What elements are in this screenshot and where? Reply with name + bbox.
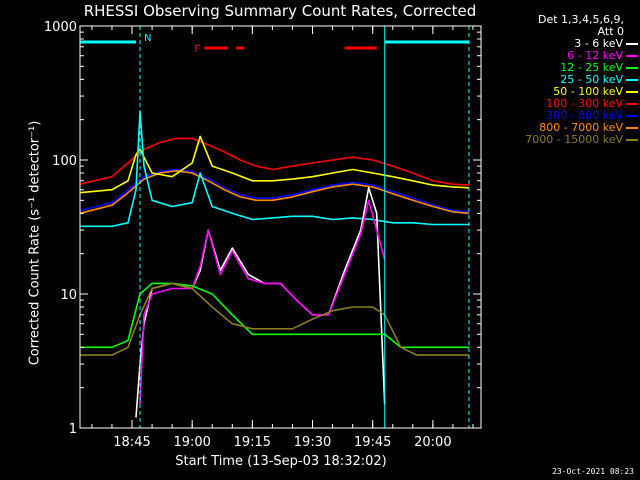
series-line-3	[79, 110, 469, 228]
flag-label-n: N	[144, 33, 151, 44]
legend-label: 300 - 800 keV	[546, 109, 623, 122]
legend-entry: 6 - 12 keV	[482, 50, 638, 62]
y-tick-label: 100	[52, 154, 77, 169]
legend-swatch	[626, 103, 638, 105]
series-line-5	[79, 137, 470, 186]
legend-header-1: Det 1,3,4,5,6,9,	[537, 13, 624, 26]
timestamp-footer: 23-Oct-2021 08:23	[552, 467, 634, 476]
series-line-2	[79, 282, 469, 349]
series-line-1	[139, 199, 386, 405]
legend-swatch	[626, 67, 638, 69]
legend-entry: 3 - 6 keV	[482, 38, 638, 50]
x-tick-label: 20:00	[414, 435, 451, 450]
legend-header-2: Att 0	[597, 25, 624, 38]
series-line-0	[135, 187, 386, 418]
legend-entry: 7000 - 15000 keV	[482, 134, 638, 146]
legend-swatch	[626, 43, 638, 45]
legend-swatch	[626, 55, 638, 57]
legend: Det 1,3,4,5,6,9, Att 0 3 - 6 keV 6 - 12 k…	[482, 14, 638, 146]
legend-label: 7000 - 15000 keV	[525, 133, 623, 146]
x-tick-label: 19:00	[173, 435, 210, 450]
legend-entry: 100 - 300 keV	[482, 98, 638, 110]
y-tick-label: 1000	[44, 20, 77, 35]
legend-entry: 12 - 25 keV	[482, 62, 638, 74]
legend-entry: 300 - 800 keV	[482, 110, 638, 122]
series-line-7	[79, 170, 470, 215]
legend-entry: 25 - 50 keV	[482, 74, 638, 86]
series-line-8	[79, 282, 469, 356]
legend-label: 100 - 300 keV	[546, 97, 623, 110]
y-tick-label: 10	[60, 288, 77, 303]
legend-label: 25 - 50 keV	[560, 73, 623, 86]
legend-entry: 50 - 100 keV	[482, 86, 638, 98]
legend-label: 50 - 100 keV	[553, 85, 623, 98]
chart-title: RHESSI Observing Summary Count Rates, Co…	[83, 2, 477, 20]
x-tick-label: 18:45	[113, 435, 150, 450]
legend-entry: 800 - 7000 keV	[482, 122, 638, 134]
legend-entries: 3 - 6 keV 6 - 12 keV 12 - 25 keV 25 - 50 ke…	[482, 38, 638, 146]
legend-swatch	[626, 91, 638, 93]
legend-swatch	[626, 139, 638, 141]
x-axis-label: Start Time (13-Sep-03 18:32:02)	[175, 454, 387, 469]
legend-swatch	[626, 127, 638, 129]
flag-label-f: F	[194, 44, 200, 55]
x-tick-label: 19:45	[354, 435, 391, 450]
legend-swatch	[626, 115, 638, 117]
y-axis-label: Corrected Count Rate (s⁻¹ detector⁻¹)	[27, 120, 43, 366]
y-tick-label: 1	[69, 422, 77, 437]
series-line-6	[79, 168, 470, 213]
legend-swatch	[626, 79, 638, 81]
legend-label: 6 - 12 keV	[567, 49, 623, 62]
x-tick-label: 19:15	[234, 435, 271, 450]
legend-label: 12 - 25 keV	[560, 61, 623, 74]
legend-label: 3 - 6 keV	[574, 37, 623, 50]
plot-frame	[79, 25, 482, 429]
legend-label: 800 - 7000 keV	[539, 121, 623, 134]
x-tick-label: 19:30	[294, 435, 331, 450]
